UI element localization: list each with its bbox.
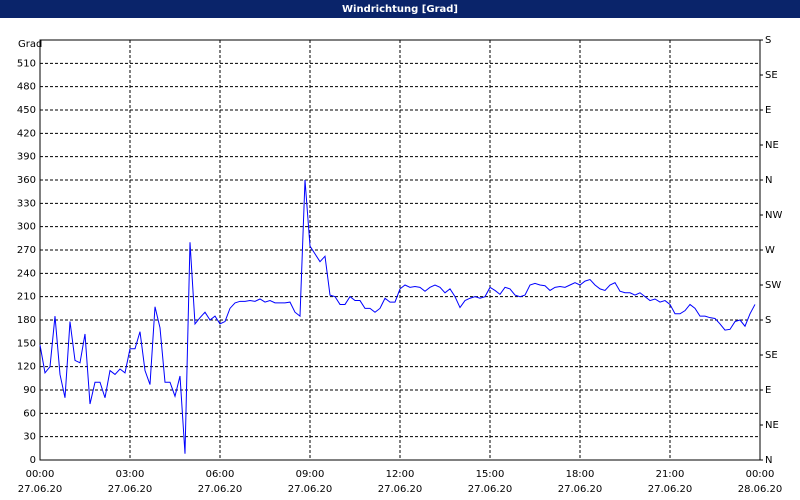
x-tick-date: 27.06.20: [468, 484, 513, 495]
y-tick-label: 60: [23, 408, 36, 419]
y-tick-label: 150: [17, 338, 36, 349]
y2-tick-label: N: [765, 455, 772, 466]
y2-tick-label: E: [765, 385, 771, 396]
x-tick-label: 12:00: [386, 469, 415, 480]
y2-tick-label: N: [765, 175, 772, 186]
x-tick-date: 27.06.20: [378, 484, 423, 495]
x-tick-label: 09:00: [296, 469, 325, 480]
y2-tick-label: E: [765, 105, 771, 116]
x-tick-label: 18:00: [566, 469, 595, 480]
y-tick-label: 270: [17, 245, 36, 256]
x-tick-label: 21:00: [656, 469, 685, 480]
x-tick-date: 27.06.20: [558, 484, 603, 495]
y-tick-label: 300: [17, 222, 36, 233]
x-tick-date: 27.06.20: [108, 484, 153, 495]
y-tick-label: 90: [23, 385, 36, 396]
chart-title: Windrichtung [Grad]: [342, 4, 458, 15]
y2-tick-label: SW: [765, 280, 781, 291]
y2-tick-label: W: [765, 245, 775, 256]
y-tick-label: 480: [17, 82, 36, 93]
x-tick-date: 27.06.20: [198, 484, 243, 495]
y-tick-label: 30: [23, 432, 36, 443]
y2-tick-label: NE: [765, 140, 779, 151]
y-tick-label: 420: [17, 128, 36, 139]
y-tick-label: 360: [17, 175, 36, 186]
y2-tick-label: NW: [765, 210, 782, 221]
x-tick-label: 15:00: [476, 469, 505, 480]
y2-tick-label: NE: [765, 420, 779, 431]
y-tick-label: 330: [17, 198, 36, 209]
y2-tick-label: SE: [765, 350, 778, 361]
line-series: [39, 179, 756, 454]
x-tick-date: 27.06.20: [288, 484, 333, 495]
y-tick-label: 240: [17, 268, 36, 279]
y2-tick-label: S: [765, 315, 771, 326]
x-tick-date: 28.06.20: [738, 484, 783, 495]
x-tick-label: 00:00: [746, 469, 775, 480]
y-tick-label: 390: [17, 152, 36, 163]
y2-tick-label: S: [765, 35, 771, 46]
x-tick-date: 27.06.20: [648, 484, 693, 495]
y-tick-label: 510: [17, 58, 36, 69]
x-tick-label: 00:00: [26, 469, 55, 480]
x-tick-label: 06:00: [206, 469, 235, 480]
y-tick-label: 210: [17, 292, 36, 303]
y2-tick-label: SE: [765, 70, 778, 81]
y-tick-label: 0: [30, 455, 36, 466]
y-tick-label: 120: [17, 362, 36, 373]
title-bar: [0, 0, 800, 18]
y-axis-label: Grad: [18, 39, 42, 50]
x-tick-label: 03:00: [116, 469, 145, 480]
x-tick-date: 27.06.20: [18, 484, 63, 495]
y-tick-label: 450: [17, 105, 36, 116]
y-tick-label: 180: [17, 315, 36, 326]
